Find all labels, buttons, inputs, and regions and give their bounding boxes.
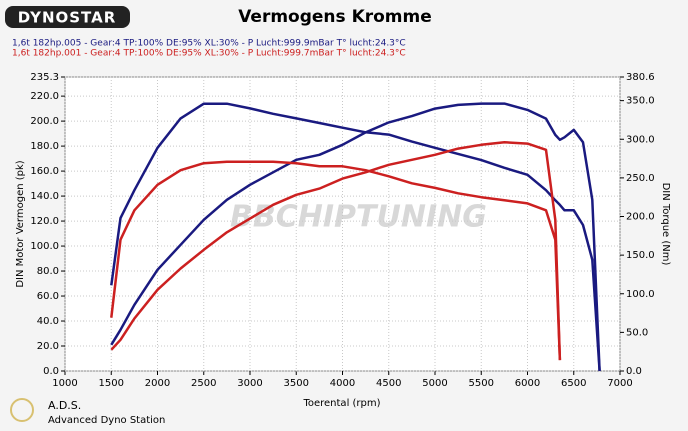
y-tick-label: 235.3 — [30, 72, 59, 83]
y-tick-label: 20.0 — [37, 341, 59, 352]
footer-title: A.D.S. — [48, 399, 81, 412]
legend-line: 1,6t 182hp.005 - Gear:4 TP:100% DE:95% X… — [12, 39, 406, 49]
y2-tick-label: 380.6 — [626, 72, 655, 83]
y2-tick-label: 250.0 — [626, 173, 655, 184]
series-line — [110, 160, 562, 361]
logo-box — [5, 6, 130, 28]
logo: DYNOSTAR — [18, 9, 117, 27]
y2-axis-label: DIN Torque (Nm) — [660, 183, 671, 266]
y-tick-label: 120.0 — [30, 216, 59, 227]
y2-tick-label: 350.0 — [626, 96, 655, 107]
y-tick-label: 220.0 — [30, 91, 59, 102]
footer-subtitle: Advanced Dyno Station — [48, 415, 165, 426]
y2-tick-label: 50.0 — [626, 327, 648, 338]
y-tick-label: 100.0 — [30, 241, 59, 252]
series-line — [110, 102, 601, 372]
legend-line: 1,6t 182hp.001 - Gear:4 TP:100% DE:95% X… — [12, 49, 406, 59]
y-tick-label: 0.0 — [43, 366, 59, 377]
y2-tick-label: 0.0 — [626, 366, 642, 377]
y2-tick-label: 150.0 — [626, 250, 655, 261]
x-tick-label: 3000 — [237, 378, 262, 389]
x-tick-label: 7000 — [607, 378, 632, 389]
y2-tick-label: 300.0 — [626, 134, 655, 145]
x-tick-label: 4500 — [376, 378, 401, 389]
series-line — [110, 141, 562, 360]
y-tick-label: 200.0 — [30, 116, 59, 127]
x-axis-label: Toerental (rpm) — [302, 398, 380, 409]
x-tick-label: 2000 — [145, 378, 170, 389]
x-tick-label: 5500 — [469, 378, 494, 389]
y-tick-label: 60.0 — [37, 291, 59, 302]
y-tick-label: 80.0 — [37, 266, 59, 277]
series-line — [110, 102, 601, 372]
y2-tick-label: 200.0 — [626, 212, 655, 223]
x-tick-label: 1000 — [52, 378, 77, 389]
x-tick-label: 1500 — [99, 378, 124, 389]
y-axis-label: DIN Motor Vermogen (pk) — [15, 160, 26, 287]
x-tick-label: 4000 — [330, 378, 355, 389]
y-tick-label: 180.0 — [30, 141, 59, 152]
x-tick-label: 6000 — [515, 378, 540, 389]
y-tick-label: 160.0 — [30, 166, 59, 177]
x-tick-label: 2500 — [191, 378, 216, 389]
y-tick-label: 40.0 — [37, 316, 59, 327]
chart-title: Vermogens Kromme — [238, 7, 432, 27]
y-tick-label: 140.0 — [30, 191, 59, 202]
x-tick-label: 5000 — [422, 378, 447, 389]
watermark: BBCHIPTUNING — [230, 200, 487, 235]
x-tick-label: 3500 — [284, 378, 309, 389]
y2-tick-label: 100.0 — [626, 289, 655, 300]
x-tick-label: 6500 — [561, 378, 586, 389]
footer-logo — [10, 398, 34, 422]
